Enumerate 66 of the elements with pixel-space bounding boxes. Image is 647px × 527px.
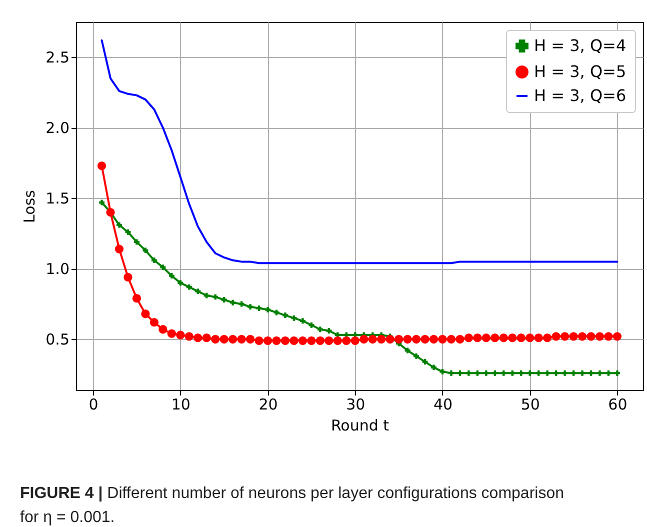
point (474, 370, 480, 376)
point (116, 222, 122, 228)
point (230, 300, 236, 306)
y-tick-label: 2.0 (46, 119, 70, 138)
point (142, 248, 148, 254)
point (317, 326, 323, 332)
point (588, 370, 594, 376)
point (265, 306, 271, 312)
y-tick-label: 0.5 (46, 330, 70, 349)
point (178, 280, 184, 286)
point (300, 318, 306, 324)
point (448, 370, 454, 376)
point (256, 305, 262, 311)
point (492, 370, 498, 376)
point (553, 370, 559, 376)
x-tick-label: 50 (520, 396, 540, 414)
point (614, 370, 620, 376)
point (440, 368, 446, 374)
point (570, 370, 576, 376)
point (308, 322, 314, 328)
point (221, 297, 227, 302)
point (248, 304, 254, 310)
point (562, 370, 568, 376)
point (151, 258, 157, 264)
x-tick-label: 40 (433, 396, 453, 414)
x-axis-title: Round t (330, 416, 390, 434)
point (168, 273, 174, 279)
point (134, 239, 140, 245)
legend-label: H = 3, Q=6 (534, 86, 626, 105)
point (282, 312, 288, 318)
x-tick-label: 30 (346, 396, 366, 414)
y-tick-label: 2.5 (46, 48, 70, 67)
y-tick-label: 1.0 (46, 260, 70, 278)
point (326, 328, 332, 334)
x-tick-label: 60 (608, 396, 628, 414)
caption: FIGURE 4 | Different number of neurons per layer configurations comparison for η = 0.001. (20, 484, 565, 527)
point (212, 294, 218, 300)
point (597, 370, 602, 376)
point (195, 288, 201, 294)
point (510, 370, 516, 376)
point (518, 370, 524, 376)
legend-label: H = 3, Q=4 (534, 36, 626, 55)
y-axis-title: Loss (20, 190, 39, 223)
point (466, 370, 472, 376)
x-tick-label: 0 (88, 396, 98, 414)
point (431, 364, 436, 370)
point (483, 370, 489, 376)
point (527, 370, 533, 376)
point (160, 264, 166, 270)
point (422, 359, 428, 365)
point (544, 370, 550, 376)
point (204, 292, 210, 298)
point (291, 315, 297, 321)
point (404, 348, 410, 354)
x-tick-label: 20 (258, 396, 278, 414)
point (536, 370, 542, 376)
x-tick-label: 10 (171, 396, 190, 414)
point (99, 200, 105, 206)
point (414, 353, 420, 359)
point (186, 284, 192, 290)
y-tick-label: 1.5 (46, 190, 70, 208)
point (457, 370, 463, 376)
point (125, 229, 131, 235)
legend-label: H = 3, Q=5 (534, 62, 626, 81)
point (580, 370, 586, 376)
point (500, 370, 506, 376)
